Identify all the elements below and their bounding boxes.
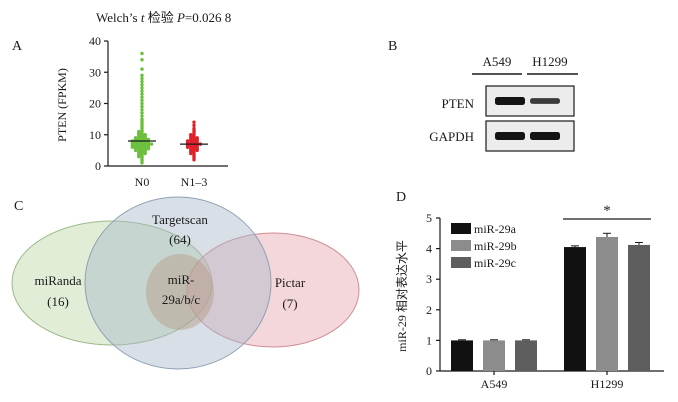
chart-a-point [140, 98, 144, 103]
chart-a-point [189, 151, 193, 156]
panel-letter-a: A [12, 39, 23, 54]
chart-a-point [140, 114, 144, 118]
panel-b: B A549 H1299 PTEN GAPDH [388, 39, 578, 152]
chart-d-bar [483, 340, 505, 371]
significance-star: * [603, 203, 611, 219]
chart-d-y-tick-label: 3 [426, 272, 432, 286]
chart-a-point [140, 73, 144, 78]
chart-a-point [140, 89, 144, 93]
chart-d-bar [515, 340, 537, 371]
chart-d-bar [596, 236, 618, 371]
blot-band [495, 132, 525, 140]
chart-a-point [149, 142, 154, 146]
chart-a-point [192, 120, 196, 124]
venn-label-intersection-2: 29a/b/c [162, 292, 200, 307]
chart-a-point [140, 76, 144, 81]
chart-a-point [140, 104, 144, 109]
venn-set-pictar [186, 232, 360, 348]
panel-letter-d: D [396, 190, 406, 205]
chart-d-y-tick-label: 5 [426, 211, 432, 225]
chart-d-bar [564, 247, 586, 371]
chart-a-point [192, 123, 196, 128]
venn-intersection [146, 254, 214, 330]
chart-d-ylabel: miR-29 相对表达水平 [395, 240, 409, 352]
venn-set-miranda [11, 220, 213, 346]
chart-d-bar [451, 340, 473, 371]
venn-label-targetscan: Targetscan [152, 212, 208, 227]
venn-label-miranda: miRanda [35, 273, 82, 288]
blot-band [530, 98, 560, 104]
venn-count-targetscan: (64) [169, 232, 191, 247]
chart-a-y-tick-label: 30 [89, 65, 101, 79]
chart-a-point [140, 67, 144, 71]
chart-a-title: Welch’s t 检验 P=0.026 8 [96, 10, 231, 25]
chart-a-y-axis: 0 10 20 30 40 [89, 34, 228, 173]
chart-a-point [140, 92, 144, 96]
chart-d-y-tick-label: 0 [426, 364, 432, 378]
chart-a-point [140, 86, 144, 90]
chart-a-point [140, 161, 144, 165]
chart-a-x-axis: N0 N1–3 [135, 175, 208, 189]
chart-d-legend-swatch [451, 257, 471, 268]
chart-a-x-tick-label: N1–3 [181, 175, 208, 189]
chart-a-point [140, 108, 144, 112]
chart-a-point [146, 147, 151, 151]
chart-d-legend-label: miR-29c [474, 256, 516, 270]
chart-a-point [195, 148, 199, 153]
blot-bands [495, 97, 560, 140]
chart-a-point [140, 111, 144, 115]
chart-d-y-tick-label: 1 [426, 333, 432, 347]
chart-d-y-tick-label: 4 [426, 242, 432, 256]
chart-d-y-tick-label: 2 [426, 303, 432, 317]
chart-a-y-tick-label: 10 [89, 128, 101, 142]
chart-d-x-tick-label: H1299 [591, 377, 624, 391]
blot-col-label-h1299: H1299 [532, 54, 567, 69]
venn-label-intersection-1: miR- [168, 272, 195, 287]
chart-a-point [185, 145, 190, 149]
chart-a-point [133, 148, 138, 153]
chart-d-legend-label: miR-29a [474, 222, 517, 236]
chart-a-y-tick-label: 40 [89, 34, 101, 48]
blot-band [495, 97, 525, 105]
venn-count-pictar: (7) [282, 296, 297, 311]
chart-d-x-axis: A549 H1299 [481, 371, 624, 391]
panel-c: C Targetscan (64) miRanda (16) Pictar (7… [11, 196, 360, 370]
chart-a-point [130, 145, 135, 149]
chart-d-y-axis: 0 1 2 3 4 5 [426, 211, 664, 378]
chart-a-point [140, 51, 144, 56]
chart-a-point [140, 58, 144, 62]
chart-a-x-tick-label: N0 [135, 175, 150, 189]
venn-label-pictar: Pictar [275, 275, 306, 290]
chart-d-legend-swatch [451, 240, 471, 251]
chart-a-point [143, 151, 147, 156]
venn-count-miranda: (16) [47, 294, 69, 309]
blot-band [530, 132, 560, 140]
chart-a-point [140, 79, 144, 84]
chart-a-point [140, 101, 144, 106]
chart-a-ylabel: PTEN (FPKM) [55, 68, 69, 142]
blot-col-label-a549: A549 [483, 54, 512, 69]
chart-a-point [192, 158, 196, 162]
chart-d-x-tick-label: A549 [481, 377, 508, 391]
chart-a-points [128, 51, 208, 165]
blot-row-label-gapdh: GAPDH [429, 129, 474, 144]
chart-a-y-tick-label: 20 [89, 97, 101, 111]
chart-d-legend: miR-29a miR-29b miR-29c [451, 222, 517, 270]
chart-a-y-tick-label: 0 [95, 159, 101, 173]
chart-d-bars [451, 232, 650, 371]
panel-a: A Welch’s t 检验 P=0.026 8 PTEN (FPKM) 0 10… [12, 10, 231, 189]
chart-a-point [137, 154, 141, 159]
panel-letter-c: C [14, 199, 23, 214]
chart-d-legend-swatch [451, 223, 471, 234]
panel-letter-b: B [388, 39, 397, 54]
blot-row-label-pten: PTEN [442, 96, 475, 111]
chart-a-point [140, 83, 144, 87]
venn-set-targetscan [84, 196, 272, 370]
chart-a-point [140, 95, 144, 99]
chart-d-bar [628, 244, 650, 371]
chart-d-legend-label: miR-29b [474, 239, 517, 253]
